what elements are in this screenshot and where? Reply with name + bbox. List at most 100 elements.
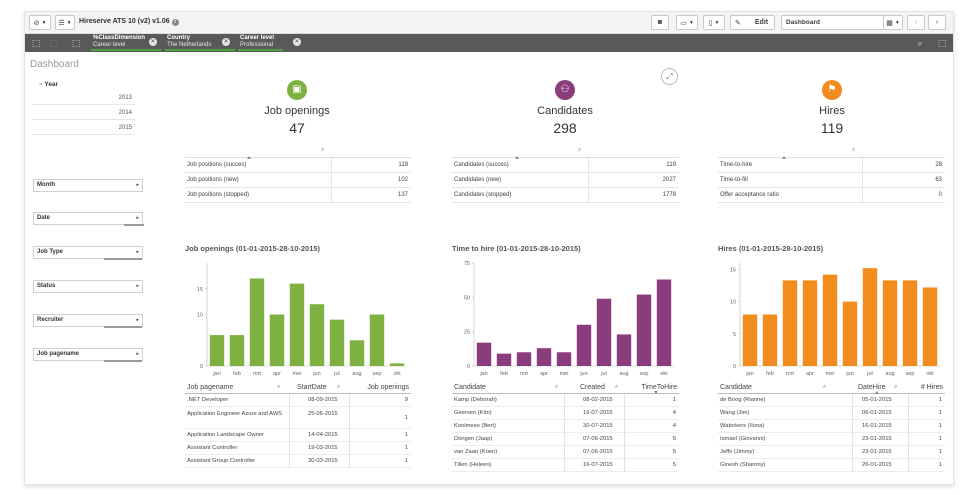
clear-all-icon[interactable]: ⬚ (71, 38, 81, 48)
bar-sep[interactable] (902, 280, 918, 366)
close-icon[interactable]: ✕ (293, 38, 301, 46)
close-icon[interactable]: ✕ (149, 38, 157, 46)
search-icon[interactable]: ⌕ (277, 384, 281, 390)
search-icon[interactable]: ⌕ (337, 384, 341, 390)
cell: Application Landscape Owner (187, 432, 265, 438)
search-icon[interactable]: ⌕ (894, 384, 898, 390)
filter-date[interactable]: Date ▸ (33, 212, 144, 226)
bar-mei[interactable] (289, 283, 305, 366)
selection-item[interactable]: Career level Professional (238, 35, 308, 51)
search-icon[interactable]: ⌕ (39, 81, 43, 88)
cell: Ginesh (Sharony) (720, 462, 766, 468)
table-row[interactable]: Geersen (Kim) 16-07-2015 4 (452, 407, 679, 420)
step-back-icon[interactable]: ⬚ (49, 38, 59, 48)
year-list-item[interactable]: 2014 (33, 107, 135, 120)
filter-job-pagename[interactable]: Job pagename ▸ (33, 348, 143, 362)
selection-tool-icon[interactable]: ⬚ (937, 38, 947, 48)
bar-mei[interactable] (822, 274, 838, 366)
bookmark-button[interactable]: ▯ ▼ (703, 15, 725, 30)
bar-aug[interactable] (616, 334, 632, 366)
filter-month[interactable]: Month ▸ (33, 179, 143, 192)
table-row[interactable]: Waterkers (Ilona) 16-01-2015 1 (718, 420, 945, 433)
table-row[interactable]: Dongen (Jaap) 07-06-2015 5 (452, 433, 679, 446)
bar-feb[interactable] (229, 335, 245, 366)
bar-okt[interactable] (656, 279, 672, 366)
search-icon[interactable]: ⌕ (615, 384, 619, 390)
selection-item[interactable]: Country The Netherlands (165, 35, 235, 51)
previous-sheet-button[interactable]: ‹ (907, 15, 925, 30)
year-list-item[interactable]: 2013 (33, 92, 135, 105)
search-icon[interactable]: ⌕ (917, 38, 923, 48)
present-button[interactable]: ▭ ▼ (676, 15, 698, 30)
table-row[interactable]: van Zaan (Koen) 07-06-2015 5 (452, 446, 679, 459)
bar-feb[interactable] (496, 353, 512, 366)
bar-jul[interactable] (329, 319, 345, 366)
bar-jun[interactable] (576, 324, 592, 366)
bar-mrt[interactable] (516, 352, 532, 366)
table-row[interactable]: Assistant Controller 19-03-2015 1 (185, 442, 411, 455)
bar-okt[interactable] (389, 363, 405, 366)
table-header: ⌕ (452, 146, 679, 157)
search-icon[interactable]: ⌕ (555, 384, 559, 390)
table-row[interactable]: .NET Developer 08-09-2015 9 (185, 394, 411, 407)
selection-item[interactable]: %ClassDimension Career level (91, 35, 161, 51)
bar-sep[interactable] (636, 294, 652, 366)
filter-status[interactable]: Status ▸ (33, 280, 143, 293)
info-icon[interactable]: i (171, 19, 179, 26)
expand-icon[interactable]: ⤢ (661, 68, 678, 85)
close-icon[interactable]: ✕ (222, 38, 230, 46)
bar-feb[interactable] (762, 314, 778, 367)
column-header[interactable]: Job pagename (187, 384, 234, 391)
filter-recruiter[interactable]: Recruiter ▸ (33, 314, 143, 328)
column-header[interactable]: DateHire (858, 384, 886, 391)
smart-search-icon[interactable]: ⬚ (31, 38, 41, 48)
search-icon[interactable]: ⌕ (823, 384, 827, 390)
column-header[interactable]: # Hires (920, 384, 943, 391)
column-header[interactable]: TimeToHire (641, 384, 677, 391)
edit-button[interactable]: ✎ Edit (730, 15, 775, 30)
bar-apr[interactable] (536, 348, 552, 366)
bar-mei[interactable] (556, 352, 572, 366)
bar-aug[interactable] (349, 340, 365, 366)
bar-sep[interactable] (369, 314, 385, 367)
bar-mrt[interactable] (249, 278, 265, 366)
bar-jun[interactable] (842, 301, 858, 366)
column-header[interactable]: Created (580, 384, 605, 391)
table-row[interactable]: Ginesh (Sharony) 26-01-2015 1 (718, 459, 945, 472)
bar-jul[interactable] (596, 298, 612, 366)
column-header[interactable]: Candidate (454, 384, 486, 391)
bar-aug[interactable] (882, 280, 898, 366)
table-row[interactable]: Ismael (Giovanni) 23-01-2015 1 (718, 433, 945, 446)
bar-jan[interactable] (476, 342, 492, 366)
search-icon[interactable]: ⌕ (321, 147, 325, 153)
table-row[interactable]: Assistant Group Controller 30-03-2015 1 (185, 455, 411, 468)
filter-job-type[interactable]: Job Type ▸ (33, 246, 143, 260)
bar-apr[interactable] (802, 280, 818, 366)
snapshot-button[interactable]: ◙ (651, 15, 669, 30)
bar-okt[interactable] (922, 287, 938, 366)
bar-apr[interactable] (269, 314, 285, 367)
next-sheet-button[interactable]: › (928, 15, 946, 30)
search-icon[interactable]: ⌕ (852, 147, 856, 153)
column-header[interactable]: Candidate (720, 384, 752, 391)
bar-jun[interactable] (309, 304, 325, 366)
column-header[interactable]: Job openings (367, 384, 409, 391)
column-header[interactable]: StartDate (297, 384, 327, 391)
table-row[interactable]: de Boog (Rianne) 05-01-2015 1 (718, 394, 945, 407)
navigation-menu-button[interactable]: ⊘ ▼ (29, 15, 51, 30)
table-row[interactable]: Application Landscape Owner 14-04-2015 1 (185, 429, 411, 442)
table-row[interactable]: Application Engineer Azure and AWS 25-06-… (185, 407, 411, 429)
table-row[interactable]: Kamp (Deborah) 08-02-2015 1 (452, 394, 679, 407)
table-row[interactable]: Tillen (Heleen) 16-07-2015 5 (452, 459, 679, 472)
bar-jan[interactable] (209, 335, 225, 366)
table-row[interactable]: Wang (Jim) 06-01-2015 1 (718, 407, 945, 420)
bar-jul[interactable] (862, 268, 878, 366)
bar-mrt[interactable] (782, 280, 798, 366)
bar-jan[interactable] (742, 314, 758, 367)
table-row[interactable]: Jeffs (Jimmy) 23-01-2015 1 (718, 446, 945, 459)
year-list-item[interactable]: 2015 (33, 122, 135, 135)
sheets-button[interactable]: ▦ ▼ (883, 15, 903, 30)
search-icon[interactable]: ⌕ (578, 147, 582, 153)
table-row[interactable]: Koolmees (Bert) 30-07-2015 4 (452, 420, 679, 433)
global-menu-button[interactable]: ☰ ▼ (55, 15, 75, 30)
